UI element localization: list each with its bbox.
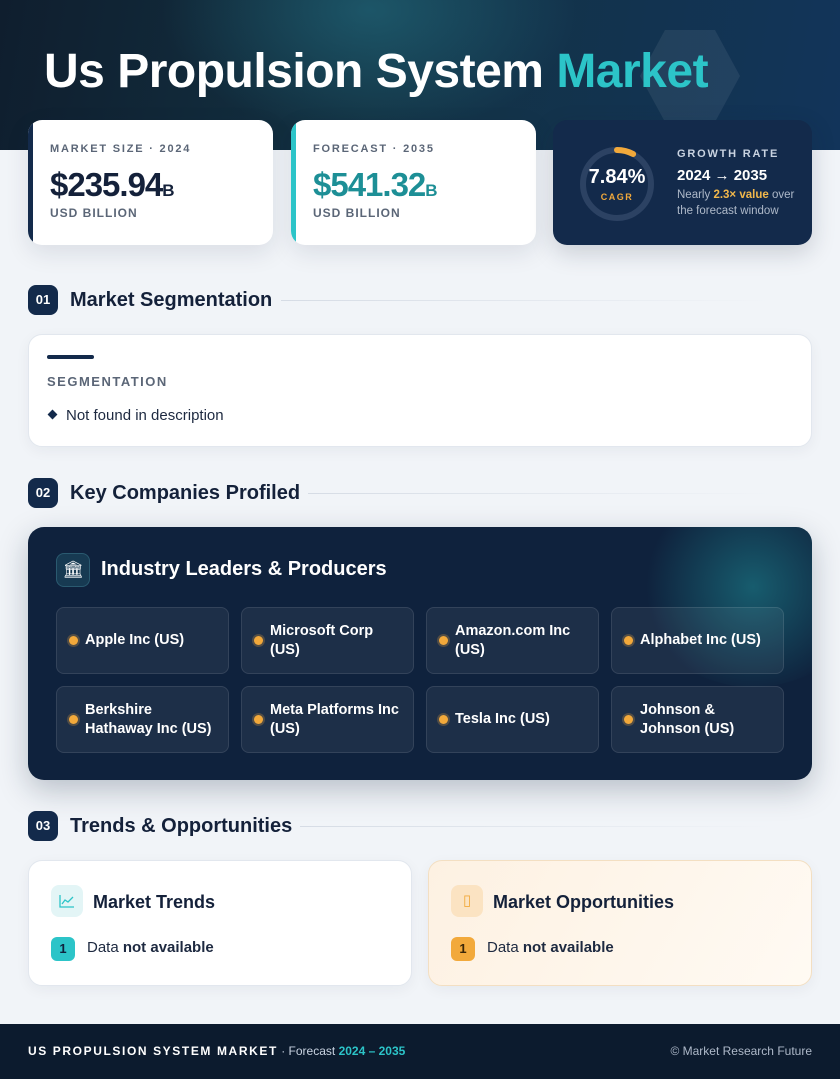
companies-grid: Apple Inc (US) Microsoft Corp (US) Amazo…	[56, 607, 784, 753]
market-opportunities-card: ▯ Market Opportunities 1 Data not availa…	[428, 860, 812, 986]
segmentation-label: SEGMENTATION	[47, 374, 168, 389]
bullet-dot-icon	[624, 715, 633, 724]
company-name: Amazon.com Inc (US)	[455, 622, 571, 658]
section-divider	[300, 826, 772, 827]
growth-note-highlight: 2.3× value	[713, 189, 769, 201]
company-name: Microsoft Corp (US)	[270, 622, 374, 658]
growth-range: 2024 → 2035	[677, 167, 768, 184]
trend-number-badge: 1	[51, 937, 75, 961]
bank-icon: 🏛	[56, 553, 90, 587]
hexagon-decoration	[640, 30, 740, 122]
section-header-segmentation: 01 Market Segmentation	[28, 285, 812, 317]
opportunity-text-prefix: Data	[487, 939, 523, 956]
section-number: 01	[28, 285, 58, 315]
footer-years: 2024 – 2035	[338, 1044, 406, 1058]
title-main: Us Propulsion System	[44, 45, 544, 98]
segmentation-card: SEGMENTATION Not found in description	[28, 334, 812, 447]
market-size-card: MARKET SIZE · 2024 $235.94B USD BILLION	[28, 120, 273, 245]
section-title: Market Segmentation	[70, 289, 273, 311]
companies-panel: 🏛 Industry Leaders & Producers Apple Inc…	[28, 527, 812, 780]
growth-note: Nearly 2.3× value over the forecast wind…	[677, 187, 802, 219]
footer-copyright: © Market Research Future	[670, 1044, 812, 1058]
growth-note-suffix: over the forecast window	[677, 189, 795, 217]
forecast-unit: B	[425, 181, 438, 200]
growth-rate-card: 7.84% CAGR GROWTH RATE 2024 → 2035 Nearl…	[553, 120, 812, 245]
companies-title: Industry Leaders & Producers	[101, 558, 387, 580]
page-title: Us Propulsion System Market	[44, 44, 709, 99]
company-name: Alphabet Inc (US)	[640, 632, 761, 648]
cagr-ring	[580, 147, 654, 221]
section-number: 02	[28, 478, 58, 508]
line-chart-glyph	[59, 895, 74, 908]
segmentation-item-text: Not found in description	[66, 407, 224, 424]
forecast-label: FORECAST · 2035	[313, 143, 435, 155]
market-size-sub: USD BILLION	[50, 206, 138, 220]
trends-title: Market Trends	[93, 892, 216, 912]
section-header-companies: 02 Key Companies Profiled	[28, 478, 812, 510]
section-divider	[281, 300, 772, 301]
company-tile: Alphabet Inc (US)	[611, 607, 784, 674]
market-size-amount: $235.94	[50, 166, 163, 203]
opportunities-title: Market Opportunities	[493, 892, 675, 912]
diamond-bullet-icon	[47, 409, 58, 420]
bullet-dot-icon	[69, 636, 78, 645]
bullet-dot-icon	[254, 715, 263, 724]
market-trends-card: Market Trends 1 Data not available	[28, 860, 412, 986]
company-tile: Johnson & Johnson (US)	[611, 686, 784, 753]
company-tile: Tesla Inc (US)	[426, 686, 599, 753]
company-tile: Apple Inc (US)	[56, 607, 229, 674]
segmentation-item: Not found in description	[47, 407, 224, 424]
section-divider	[308, 493, 772, 494]
segmentation-dash	[47, 355, 94, 359]
card-accent-bar	[28, 120, 33, 245]
footer-brand: US PROPULSION SYSTEM MARKET	[28, 1044, 278, 1058]
company-tile: Amazon.com Inc (US)	[426, 607, 599, 674]
growth-rate-title: GROWTH RATE	[677, 148, 780, 160]
company-name: Apple Inc (US)	[85, 632, 185, 648]
market-size-label: MARKET SIZE · 2024	[50, 143, 192, 155]
trend-text-prefix: Data	[87, 939, 123, 956]
forecast-value: $541.32B	[313, 166, 438, 204]
opportunity-text-bold: not available	[522, 939, 614, 956]
hero-banner: Us Propulsion System Market	[0, 0, 840, 150]
lightbulb-icon: ▯	[451, 885, 483, 917]
company-tile: Berkshire Hathaway Inc (US)	[56, 686, 229, 753]
company-tile: Microsoft Corp (US)	[241, 607, 414, 674]
opportunity-item-text: Data not available	[487, 939, 614, 956]
company-name: Meta Platforms Inc (US)	[270, 701, 399, 737]
bullet-dot-icon	[439, 715, 448, 724]
bullet-dot-icon	[624, 636, 633, 645]
footer-caption: US PROPULSION SYSTEM MARKET · Forecast 2…	[28, 1044, 405, 1058]
forecast-card: FORECAST · 2035 $541.32B USD BILLION	[291, 120, 536, 245]
title-accent: Market	[556, 45, 709, 98]
trend-item-text: Data not available	[87, 939, 214, 956]
market-size-value: $235.94B	[50, 166, 175, 204]
footer: US PROPULSION SYSTEM MARKET · Forecast 2…	[0, 1024, 840, 1079]
bullet-dot-icon	[439, 636, 448, 645]
market-size-unit: B	[162, 181, 175, 200]
opportunity-number-badge: 1	[451, 937, 475, 961]
forecast-sub: USD BILLION	[313, 206, 401, 220]
footer-forecast-prefix: · Forecast	[277, 1044, 339, 1058]
cagr-label: CAGR	[600, 192, 634, 202]
bullet-dot-icon	[254, 636, 263, 645]
company-name: Berkshire Hathaway Inc (US)	[85, 701, 212, 737]
cagr-value: 7.84%	[588, 166, 646, 188]
company-name: Tesla Inc (US)	[455, 711, 550, 727]
section-header-trends: 03 Trends & Opportunities	[28, 811, 812, 843]
growth-note-prefix: Nearly	[677, 189, 714, 201]
section-title: Key Companies Profiled	[70, 482, 301, 504]
section-title: Trends & Opportunities	[70, 815, 293, 837]
company-tile: Meta Platforms Inc (US)	[241, 686, 414, 753]
trend-text-bold: not available	[122, 939, 214, 956]
bullet-dot-icon	[69, 715, 78, 724]
company-name: Johnson & Johnson (US)	[640, 701, 735, 737]
cagr-ring-fill	[580, 147, 654, 221]
line-chart-icon	[51, 885, 83, 917]
card-accent-bar	[291, 120, 296, 245]
forecast-amount: $541.32	[313, 166, 426, 203]
section-number: 03	[28, 811, 58, 841]
